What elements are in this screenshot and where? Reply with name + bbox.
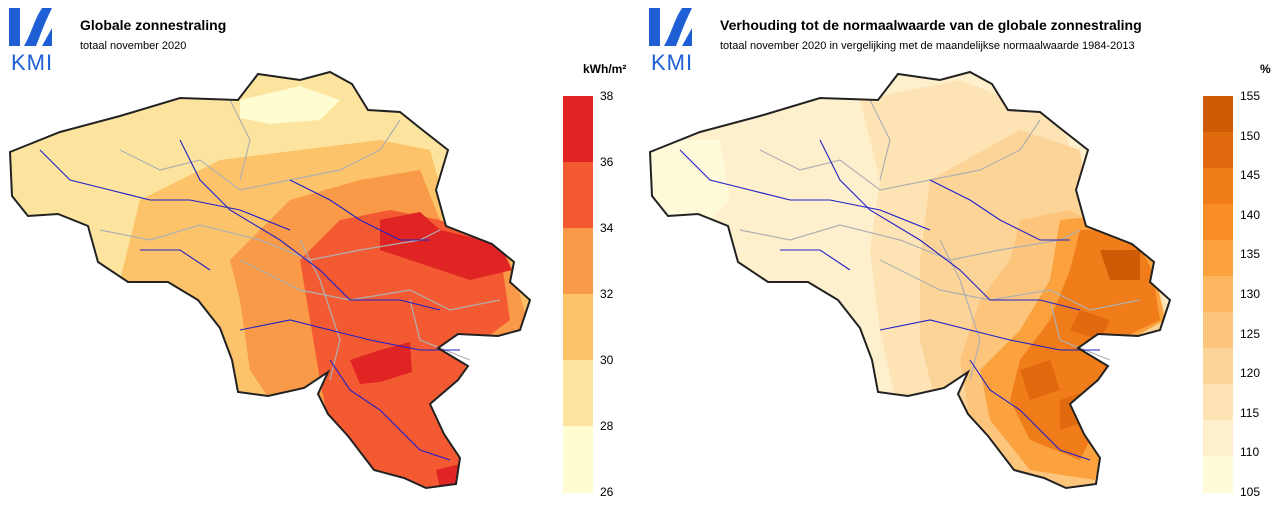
legend-tick-label: 150: [1240, 128, 1261, 143]
legend-tick-label: 140: [1240, 207, 1261, 222]
kmi-logo-text: KMI: [650, 50, 694, 75]
solar-radiation-panel: KMI Globale zonnestraling totaal novembe…: [8, 8, 636, 499]
legend-tick-label: 135: [1240, 247, 1261, 262]
legend-tick-label: 120: [1240, 366, 1261, 381]
map-subtitle: totaal november 2020: [80, 40, 187, 52]
ratio-legend-labels: 155 150 145 140 135 130 125 120 115 110 105: [1240, 89, 1276, 499]
map-subtitle: totaal november 2020 in vergelijking met…: [720, 40, 1135, 52]
radiation-legend: [563, 96, 593, 493]
kmi-logo-icon: [649, 8, 692, 46]
legend-tick-label: 145: [1240, 168, 1261, 183]
legend-tick-label: 130: [1240, 287, 1261, 301]
legend-unit: %: [1260, 62, 1271, 76]
legend-band: [1203, 204, 1233, 241]
legend-band: [1203, 420, 1233, 457]
legend-tick-label: 26: [600, 485, 614, 499]
legend-tick-label: 105: [1240, 485, 1261, 499]
radiation-legend-labels: 38 36 34 32 30 28 26: [600, 89, 636, 499]
legend-tick-label: 125: [1240, 326, 1261, 341]
legend-band: [1203, 168, 1233, 205]
legend-tick-label: 32: [600, 287, 614, 301]
ratio-legend: [1203, 96, 1233, 493]
legend-band: [563, 426, 593, 493]
ratio-to-normal-panel: KMI Verhouding tot de normaalwaarde van …: [640, 0, 1280, 507]
legend-band: [1203, 96, 1233, 133]
map-title: Globale zonnestraling: [80, 17, 227, 33]
legend-tick-label: 38: [600, 89, 614, 103]
legend-tick-label: 30: [600, 353, 614, 367]
kmi-logo-icon: [9, 8, 52, 46]
map-title: Verhouding tot de normaalwaarde van de g…: [720, 17, 1142, 33]
legend-band: [563, 360, 593, 427]
legend-band: [1203, 384, 1233, 421]
legend-band: [1203, 348, 1233, 385]
legend-unit: kWh/m²: [583, 62, 627, 76]
legend-band: [563, 162, 593, 229]
legend-band: [1203, 240, 1233, 277]
legend-tick-label: 34: [600, 221, 614, 235]
belgium-ratio-map: [648, 70, 1172, 490]
legend-tick-label: 115: [1240, 405, 1260, 420]
legend-tick-label: 28: [600, 419, 614, 433]
legend-band: [1203, 132, 1233, 169]
legend-band: [563, 228, 593, 295]
legend-tick-label: 110: [1240, 445, 1260, 460]
kmi-logo-text: KMI: [10, 50, 54, 75]
legend-band: [1203, 456, 1233, 493]
legend-tick-label: 155: [1240, 89, 1261, 103]
legend-band: [1203, 276, 1233, 313]
legend-band: [1203, 312, 1233, 349]
legend-band: [563, 294, 593, 361]
belgium-radiation-map: [8, 70, 532, 490]
legend-band: [563, 96, 593, 163]
legend-tick-label: 36: [600, 155, 614, 169]
